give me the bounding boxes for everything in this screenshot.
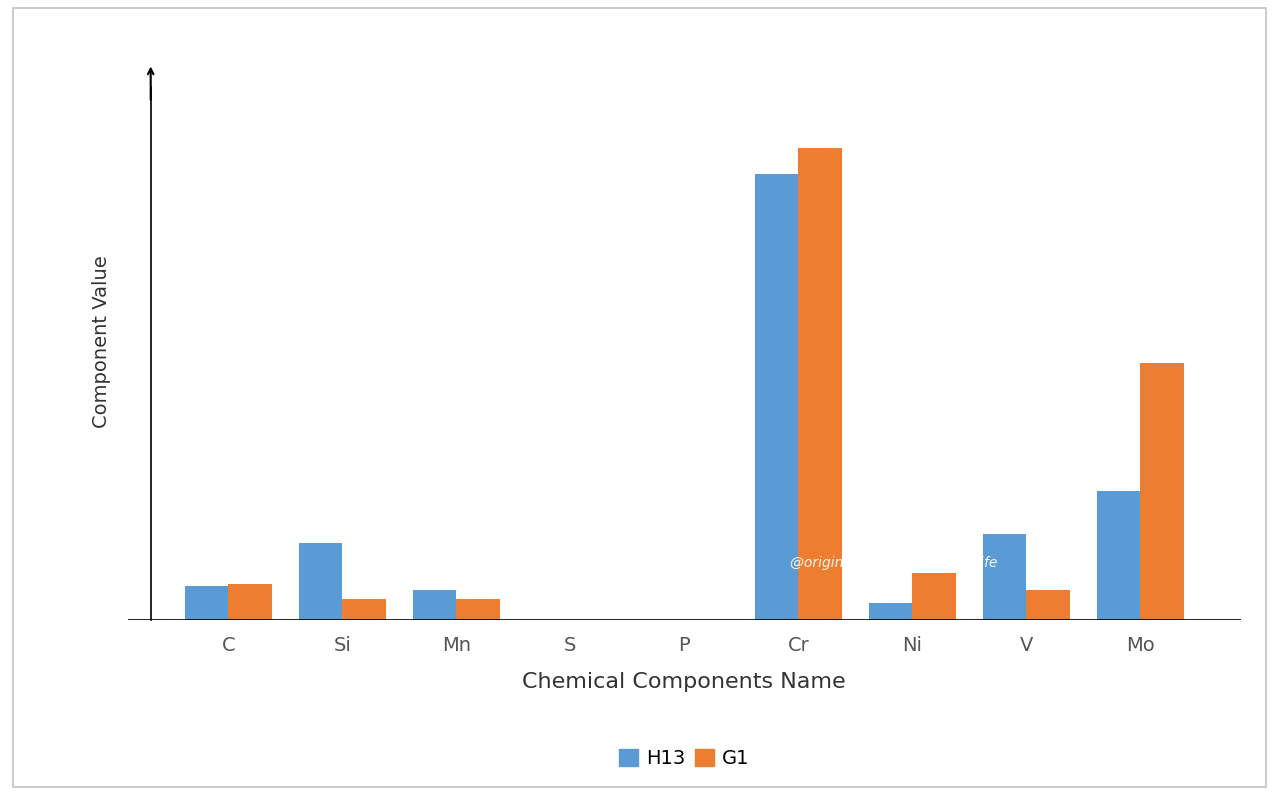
Bar bbox=[1026, 590, 1069, 620]
Bar bbox=[984, 534, 1026, 620]
Bar bbox=[1097, 491, 1141, 620]
X-axis label: Chemical Components Name: Chemical Components Name bbox=[522, 672, 847, 692]
Y-axis label: Component Value: Component Value bbox=[92, 255, 111, 429]
Bar bbox=[413, 590, 457, 620]
Bar bbox=[1141, 363, 1183, 620]
Bar bbox=[755, 174, 798, 620]
Bar bbox=[185, 586, 228, 620]
Bar bbox=[228, 584, 271, 620]
Text: @original design by Goodklife: @original design by Goodklife bbox=[790, 556, 998, 570]
Bar bbox=[299, 543, 343, 620]
Bar bbox=[868, 603, 912, 620]
Bar bbox=[457, 599, 500, 620]
Bar bbox=[798, 149, 842, 620]
Legend: H13, G1: H13, G1 bbox=[611, 741, 757, 776]
Bar bbox=[343, 599, 385, 620]
Bar bbox=[912, 573, 955, 620]
